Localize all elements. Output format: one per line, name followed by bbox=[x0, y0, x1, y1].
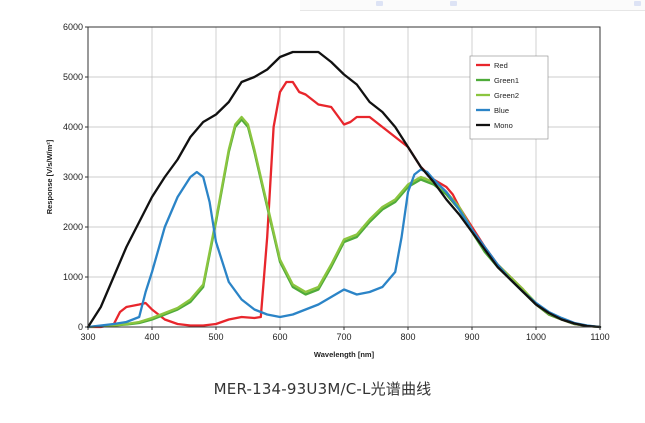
legend-label-blue: Blue bbox=[494, 106, 509, 115]
y-tick-label: 3000 bbox=[63, 172, 83, 182]
legend-label-mono: Mono bbox=[494, 121, 513, 130]
x-tick-label: 400 bbox=[144, 332, 159, 342]
x-tick-label: 600 bbox=[272, 332, 287, 342]
x-tick-label: 700 bbox=[336, 332, 351, 342]
x-tick-label: 300 bbox=[80, 332, 95, 342]
y-axis-label: Response [V/s/W/m²] bbox=[45, 139, 54, 214]
y-tick-label: 2000 bbox=[63, 222, 83, 232]
x-tick-label: 1000 bbox=[526, 332, 546, 342]
legend-label-green2: Green2 bbox=[494, 91, 519, 100]
y-tick-label: 1000 bbox=[63, 272, 83, 282]
x-tick-label: 1100 bbox=[590, 332, 609, 342]
x-tick-label: 500 bbox=[208, 332, 223, 342]
top-toolbar-strip bbox=[300, 0, 645, 11]
legend-label-green1: Green1 bbox=[494, 76, 519, 85]
toolbar-icon[interactable] bbox=[450, 1, 457, 6]
toolbar-icon[interactable] bbox=[634, 1, 641, 6]
legend-label-red: Red bbox=[494, 61, 508, 70]
series-line-blue bbox=[86, 168, 602, 329]
series-layer bbox=[86, 50, 602, 329]
x-tick-label: 900 bbox=[464, 332, 479, 342]
toolbar-icon[interactable] bbox=[376, 1, 383, 6]
x-tick-label: 800 bbox=[400, 332, 415, 342]
y-tick-label: 5000 bbox=[63, 72, 83, 82]
legend: Red Green1 Green2 Blue Mono bbox=[469, 55, 549, 140]
chart-caption: MER-134-93U3M/C-L光谱曲线 bbox=[213, 380, 432, 398]
spectral-response-chart: 300 400 500 600 700 800 900 1000 1100 0 1000 2000 30… bbox=[45, 22, 610, 359]
y-tick-label: 0 bbox=[78, 322, 83, 332]
y-tick-label: 4000 bbox=[63, 122, 83, 132]
axis-ticks: 300 400 500 600 700 800 900 1000 1100 0 1000 2000 30… bbox=[63, 22, 610, 342]
y-tick-label: 6000 bbox=[63, 22, 83, 32]
x-axis-label: Wavelength [nm] bbox=[314, 350, 375, 359]
series-line-green2 bbox=[86, 115, 602, 329]
series-line-mono bbox=[86, 50, 602, 329]
